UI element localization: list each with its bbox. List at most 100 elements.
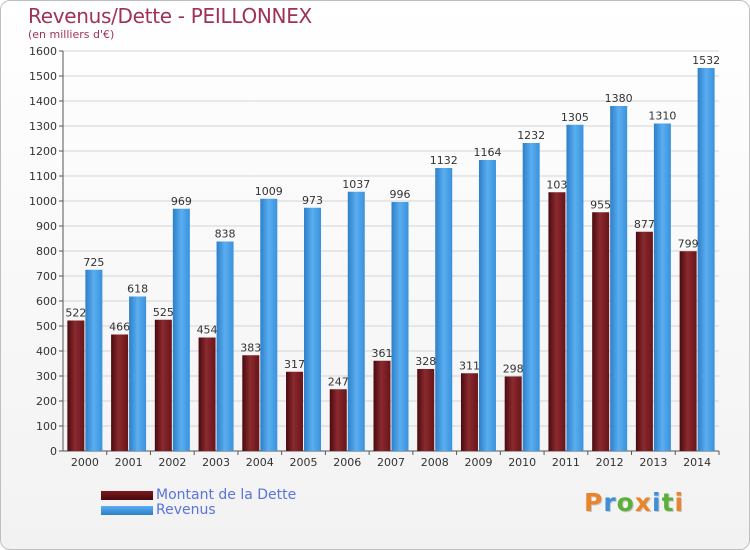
y-tick-label: 100	[36, 420, 57, 433]
debt-bar	[198, 337, 216, 451]
x-tick-label: 2004	[246, 456, 274, 469]
revenue-value-label: 1232	[517, 129, 545, 142]
proxiti-logo: Proxiti	[584, 488, 684, 517]
y-tick-label: 0	[50, 445, 57, 458]
debt-value-label: 454	[197, 324, 218, 337]
y-axis: 0 100 200 300 400 500 600 700 800 900 1000 1100 1200…	[29, 45, 64, 458]
revenue-bar	[85, 269, 103, 451]
debt-value-label: 525	[153, 306, 174, 319]
logo-letter: x	[634, 488, 652, 517]
x-tick-label: 2007	[377, 456, 405, 469]
revenue-value-label: 618	[127, 283, 148, 296]
y-tick-label: 1000	[29, 195, 57, 208]
x-tick-label: 2011	[552, 456, 580, 469]
y-tick-label: 300	[36, 370, 57, 383]
logo-letter: P	[584, 488, 604, 517]
debt-bar	[460, 373, 478, 451]
revenue-bar	[522, 143, 540, 451]
y-tick-label: 500	[36, 320, 57, 333]
revenue-value-label: 1380	[605, 92, 633, 105]
debt-bar	[329, 389, 347, 451]
y-tick-label: 800	[36, 245, 57, 258]
logo-letter: r	[603, 488, 617, 517]
debt-value-label: 361	[372, 347, 393, 360]
debt-value-label: 328	[415, 355, 436, 368]
debt-bar	[67, 320, 85, 451]
legend-label-debt: Montant de la Dette	[156, 487, 297, 503]
x-tick-label: 2014	[683, 456, 711, 469]
revenue-value-label: 725	[83, 256, 104, 269]
revenue-bar	[391, 202, 409, 451]
debt-bar	[417, 369, 435, 451]
x-tick-label: 2005	[290, 456, 318, 469]
revenue-bar	[260, 198, 278, 451]
debt-value-label: 799	[678, 237, 699, 250]
debt-value-label: 247	[328, 375, 349, 388]
logo-letter: o	[616, 488, 635, 517]
x-tick-label: 2006	[333, 456, 361, 469]
x-tick-label: 2009	[464, 456, 492, 469]
revenue-value-label: 1037	[342, 178, 370, 191]
chart-title: Revenus/Dette - PEILLONNEX	[28, 4, 312, 28]
y-tick-label: 900	[36, 220, 57, 233]
debt-bar	[373, 360, 391, 451]
debt-bar	[679, 251, 697, 451]
y-tick-label: 600	[36, 295, 57, 308]
y-tick-label: 700	[36, 270, 57, 283]
debt-bar	[154, 319, 172, 451]
y-tick-label: 1400	[29, 95, 57, 108]
revenue-bar	[129, 296, 147, 451]
debt-bar	[548, 192, 566, 451]
x-tick-label: 2013	[639, 456, 667, 469]
debt-bar	[504, 376, 522, 451]
revenue-value-label: 1532	[692, 54, 720, 67]
debt-value-label: 103	[546, 178, 567, 191]
logo-letter: t	[661, 488, 675, 517]
y-tick-label: 1100	[29, 170, 57, 183]
y-tick-label: 200	[36, 395, 57, 408]
revenue-bar	[610, 106, 628, 451]
legend-label-revenue: Revenus	[156, 502, 216, 518]
x-tick-label: 2000	[71, 456, 99, 469]
debt-bar	[592, 212, 610, 451]
debt-value-label: 298	[503, 363, 524, 376]
x-tick-label: 2012	[596, 456, 624, 469]
revenue-bar	[697, 68, 715, 451]
x-tick-label: 2002	[158, 456, 186, 469]
debt-value-label: 877	[634, 218, 655, 231]
debt-value-label: 955	[590, 198, 611, 211]
revenue-value-label: 1305	[561, 111, 589, 124]
debt-bar	[286, 371, 304, 451]
y-tick-label: 1200	[29, 145, 57, 158]
revenue-value-label: 969	[171, 195, 192, 208]
revenue-bar	[304, 207, 322, 451]
revenue-value-label: 1009	[255, 185, 283, 198]
revenue-bar	[653, 123, 671, 451]
revenue-value-label: 1132	[430, 154, 458, 167]
revenue-bar	[435, 168, 453, 451]
debt-bar	[111, 334, 129, 451]
revenue-bar	[478, 160, 496, 451]
revenue-bar	[566, 124, 584, 451]
debt-value-label: 383	[240, 341, 261, 354]
revenue-bar	[216, 241, 234, 451]
revenue-value-label: 996	[390, 188, 411, 201]
x-axis: 2000 2001 2002 2003 2004 2005 2006 2007 2008 2009…	[63, 450, 720, 469]
data-labels: 522 725 466 618 525 969 454 838 383 1009 317 973 247…	[65, 54, 720, 388]
x-tick-label: 2010	[508, 456, 536, 469]
revenue-value-label: 973	[302, 194, 323, 207]
revenue-bar	[172, 208, 190, 451]
legend-swatch-debt	[101, 491, 153, 500]
logo-letter: i	[674, 488, 685, 517]
y-tick-label: 1300	[29, 120, 57, 133]
debt-value-label: 317	[284, 358, 305, 371]
logo-letter: i	[652, 488, 662, 517]
debt-value-label: 522	[65, 307, 86, 320]
x-tick-label: 2001	[115, 456, 143, 469]
revenue-bar	[347, 191, 365, 451]
bars	[67, 68, 715, 451]
debt-value-label: 466	[109, 321, 130, 334]
chart-subtitle: (en milliers d'€)	[28, 28, 115, 41]
